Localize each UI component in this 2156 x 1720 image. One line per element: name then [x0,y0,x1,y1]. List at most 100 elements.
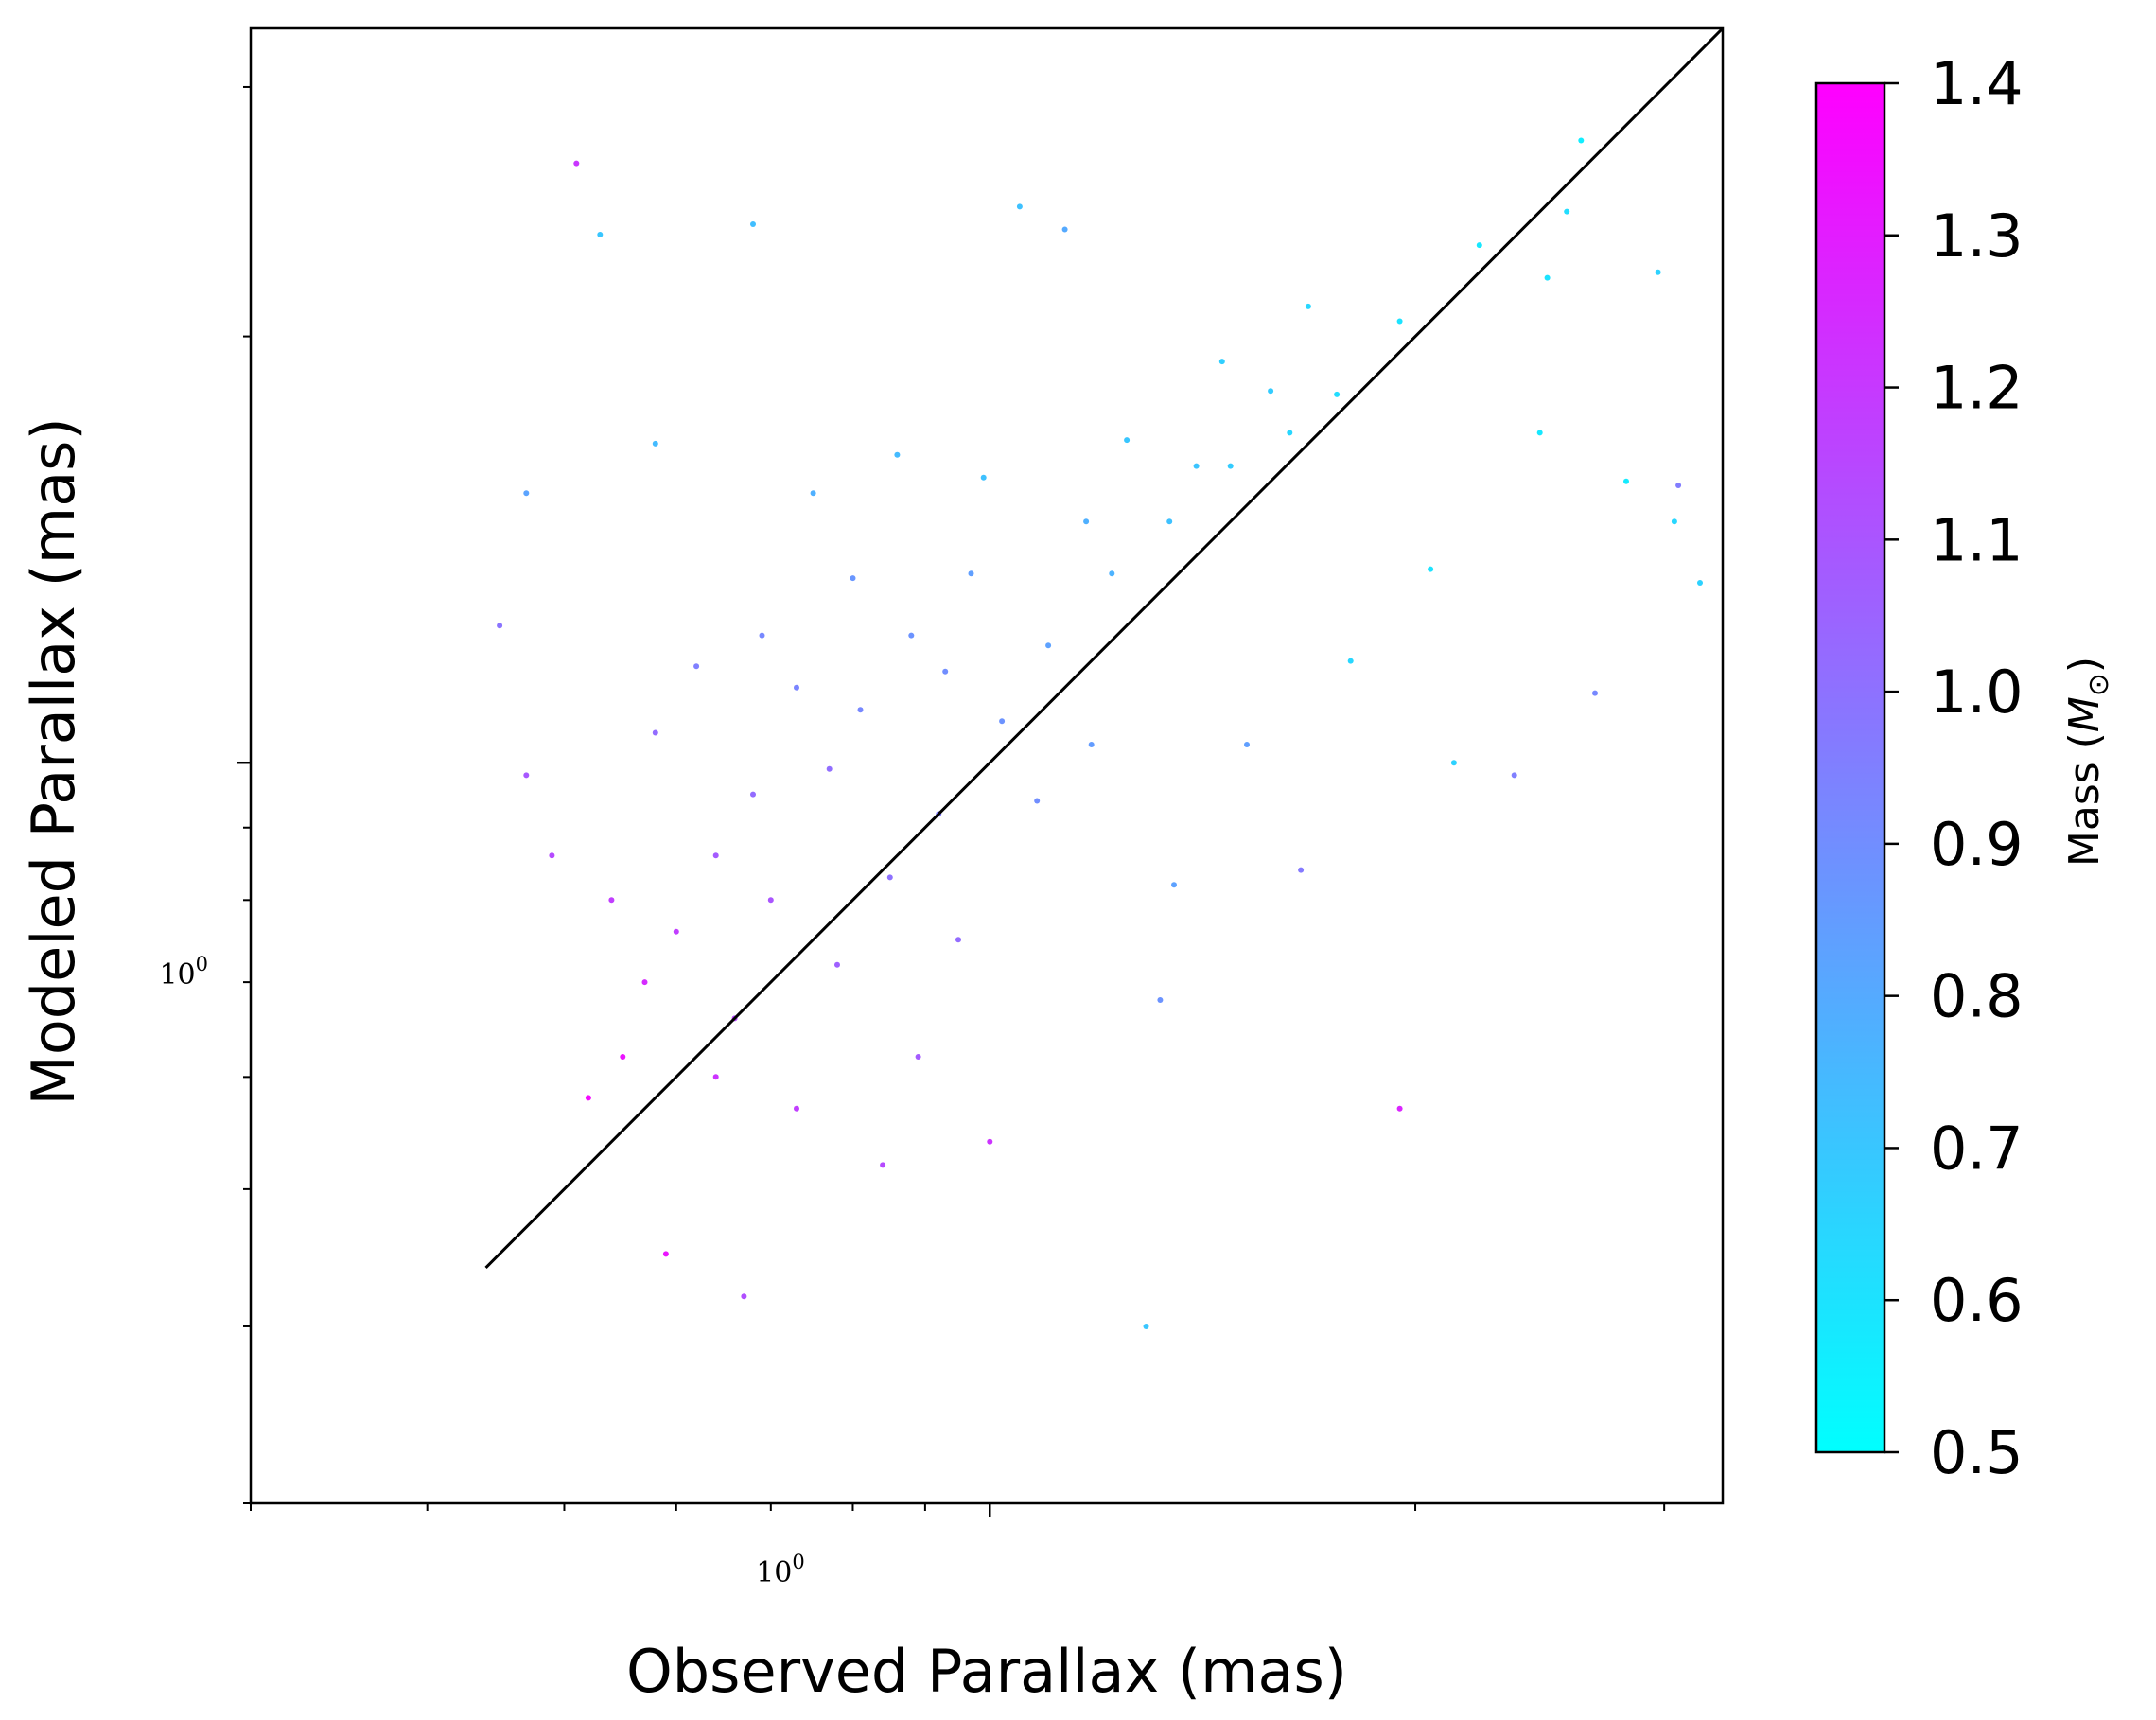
y-axis-label: Modeled Parallax (mas) [19,417,88,1105]
data-point [826,765,833,772]
data-point [999,718,1006,725]
data-point [1268,388,1274,395]
data-point [1287,430,1293,436]
data-point [1305,303,1311,309]
colorbar-tick-label: 0.5 [1930,1418,2024,1487]
plot-frame [249,26,1725,1505]
data-point [987,1138,993,1145]
data-point [1034,798,1041,804]
colorbar-tick-label: 1.1 [1930,505,2024,574]
data-point [1334,391,1341,397]
data-point [652,440,658,447]
data-point [652,729,658,736]
data-point [1623,478,1629,484]
colorbar-tick-label: 0.9 [1930,810,2024,879]
data-point [750,221,756,227]
data-point [1671,518,1677,525]
data-point [712,852,719,859]
data-point [523,772,530,779]
data-point [1193,463,1200,469]
data-point [767,897,774,904]
data-point [1544,274,1551,281]
data-point [523,490,530,497]
colorbar-tick-label: 1.4 [1930,49,2024,118]
data-point [942,668,949,675]
data-point [549,852,555,859]
data-point [794,1105,799,1112]
data-point [1061,226,1068,233]
data-point [641,979,648,986]
data-point [673,928,679,935]
data-point [712,1074,719,1080]
data-point [968,570,974,577]
data-point [1578,137,1585,144]
data-point [857,707,864,713]
data-point [741,1293,747,1300]
y-axis-ticks [237,85,251,1504]
data-point [585,1095,591,1101]
data-point [850,575,856,582]
data-point [573,160,580,167]
data-point [980,474,987,481]
colorbar-tick-label: 1.0 [1930,658,2024,727]
data-point [1083,518,1090,525]
data-point [1511,772,1517,779]
data-point [834,961,840,968]
data-point [955,937,961,943]
data-point [1088,742,1095,747]
y-tick-label: 100 [159,953,208,992]
colorbar-label: Mass (M⊙) [2060,657,2115,867]
data-point [597,232,604,237]
data-point [1655,269,1661,275]
x-axis-ticks [250,1503,1666,1517]
data-point [794,684,799,691]
data-point [810,490,816,497]
data-point [1592,690,1598,696]
data-point [1045,642,1052,649]
data-point [1450,760,1457,766]
colorbar-tick-label: 1.2 [1930,354,2024,423]
data-point [1227,463,1234,469]
data-point [1697,580,1703,586]
data-point [1218,359,1225,365]
data-point [693,663,700,670]
data-point [620,1054,626,1060]
colorbar-tick-label: 0.6 [1930,1266,2024,1335]
colorbar-ticks: 0.5 0.6 0.7 0.8 0.9 1.0 1.1 1.2 1.3 1.4 [1884,49,2024,1487]
data-point [497,623,503,629]
data-point [1016,203,1023,210]
colorbar-tick-label: 0.8 [1930,962,2024,1031]
data-point [1109,570,1115,577]
data-point [1143,1324,1149,1329]
identity-reference-line [484,28,1723,1270]
colorbar-tick-label: 0.7 [1930,1114,2024,1183]
data-point [1675,483,1682,488]
data-point [1564,208,1570,215]
data-point [915,1054,921,1060]
x-tick-label: 100 [756,1551,805,1589]
data-point [608,897,615,904]
data-point [880,1162,886,1168]
data-point [908,632,915,639]
colorbar [1814,81,1886,1454]
data-point [894,451,901,458]
x-axis-label: Observed Parallax (mas) [626,1637,1347,1706]
data-point [662,1251,669,1257]
data-point [759,632,765,639]
data-point [886,874,893,881]
data-point [1157,997,1164,1003]
data-point [1166,518,1173,525]
colorbar-tick-label: 1.3 [1930,202,2024,271]
data-point [1476,242,1482,249]
data-point [1124,437,1131,444]
data-point [1298,867,1305,873]
data-point [1347,658,1354,664]
data-point [1428,566,1434,572]
data-point [1396,1105,1403,1112]
data-point [1171,882,1177,888]
data-point [750,791,756,798]
data-point [1244,742,1250,747]
data-point [1536,430,1543,436]
